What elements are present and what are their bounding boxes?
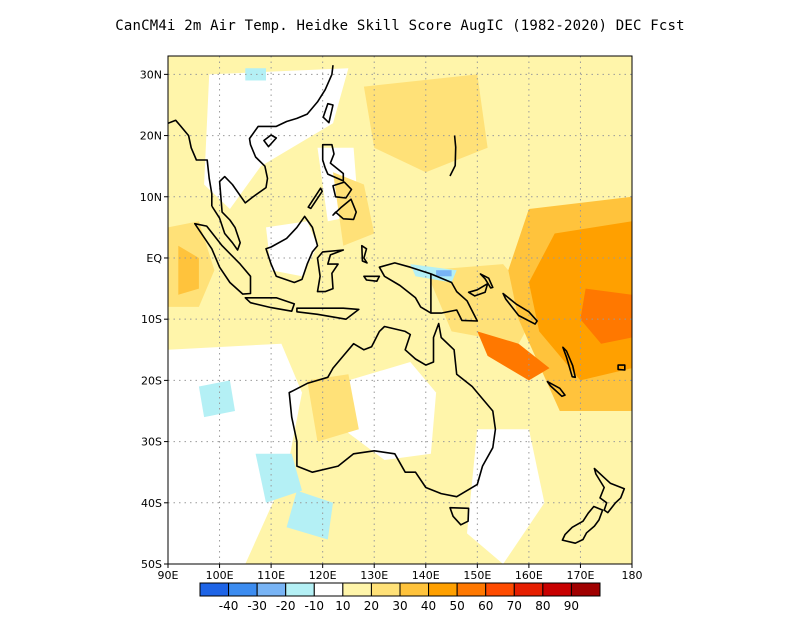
- region-cyan-patch-1: [255, 453, 302, 503]
- lon-tick-label: 100E: [206, 569, 234, 582]
- region-sumatra-orange: [178, 245, 199, 295]
- map-frame: [167, 55, 633, 565]
- coastline-new-caledonia: [546, 380, 566, 398]
- colorbar-swatch: [456, 582, 487, 597]
- coastline-malay-indochina: [211, 65, 334, 251]
- lat-tick-label: 30S: [141, 436, 162, 449]
- region-blue-patch: [436, 270, 452, 277]
- coastline-visayas: [332, 181, 353, 199]
- colorbar-label: -20: [276, 599, 296, 613]
- colorbar-swatch: [513, 582, 544, 597]
- coastline-new-ireland: [479, 273, 494, 289]
- colorbar-label: -40: [219, 599, 239, 613]
- colorbar-swatch: [285, 582, 315, 597]
- coastlines: [168, 65, 626, 545]
- colorbar-swatch: [342, 582, 372, 597]
- coastline-borneo: [265, 215, 319, 284]
- colorbar: -40 -30 -20 -10 10 20 30 40 50 60 70 80 90: [199, 582, 601, 613]
- colorbar-swatch: [399, 582, 430, 597]
- coastline-lesser-sunda: [296, 307, 360, 321]
- colorbar-swatch: [570, 582, 601, 597]
- lon-tick-label: 120E: [309, 569, 337, 582]
- colorbar-label: 80: [535, 599, 550, 613]
- colorbar-swatch: [542, 582, 572, 597]
- region-png-orange: [425, 264, 540, 344]
- region-australia-interior-white: [343, 362, 437, 460]
- map-title: CanCM4i 2m Air Temp. Heidke Skill Score …: [115, 18, 685, 34]
- region-cyan-patch-3: [410, 264, 457, 283]
- coastline-luzon: [321, 143, 345, 182]
- colorbar-label: 10: [335, 599, 350, 613]
- colorbar-label: 20: [364, 599, 379, 613]
- lon-tick-label: 180: [622, 569, 643, 582]
- lon-tick-label: 130E: [360, 569, 388, 582]
- region-borneo-white: [266, 221, 318, 277]
- lat-tick-label: 20N: [140, 130, 162, 143]
- lat-tick-label: 40S: [141, 497, 162, 510]
- colorbar-swatch: [313, 582, 344, 597]
- colorbar-label: 30: [392, 599, 407, 613]
- region-west-australia-orange: [307, 374, 359, 442]
- region-cyan-patch-4: [198, 380, 235, 418]
- coastline-sumatra: [194, 222, 252, 295]
- colorbar-swatch: [428, 582, 458, 597]
- colorbar-label: 40: [421, 599, 436, 613]
- lat-tick-label: 10S: [141, 313, 162, 326]
- region-coral-sea-core: [477, 331, 550, 381]
- lat-tick-label: 10N: [140, 191, 162, 204]
- colorbar-label: 70: [507, 599, 522, 613]
- coastline-solomon-islands: [502, 292, 538, 325]
- skill-score-field: [168, 56, 632, 564]
- lon-tick-label: 140E: [412, 569, 440, 582]
- colorbar-label: -10: [304, 599, 324, 613]
- coastline-new-guinea: [378, 262, 479, 322]
- coastline-mindanao: [332, 198, 358, 221]
- lon-tick-label: 160E: [515, 569, 543, 582]
- colorbar-swatch: [199, 582, 230, 597]
- region-south-china-sea-orange: [333, 172, 375, 246]
- lat-tick-label: EQ: [146, 252, 162, 265]
- region-tasman-white: [467, 429, 545, 564]
- coastline-tasmania: [449, 506, 470, 526]
- coastline-micronesia-dots: [449, 135, 457, 177]
- coastline-taiwan: [322, 102, 334, 124]
- lat-tick-label: 30N: [140, 68, 162, 81]
- lon-tick-label: 170E: [566, 569, 594, 582]
- region-east-pacific-core: [580, 288, 632, 344]
- coastline-australia: [288, 322, 497, 498]
- lat-tick-label: 50S: [141, 558, 162, 571]
- coastline-palawan: [307, 187, 324, 210]
- colorbar-swatch: [228, 582, 258, 597]
- coastline-nz-north: [593, 467, 626, 514]
- lon-tick-label: 150E: [463, 569, 491, 582]
- coastline-halmahera: [360, 244, 368, 264]
- colorbar-swatch: [256, 582, 287, 597]
- lon-tick-label: 90E: [158, 569, 179, 582]
- coastline-nz-south: [561, 505, 604, 545]
- colorbar-swatch: [370, 582, 401, 597]
- colorbar-swatch: [485, 582, 515, 597]
- colorbar-label: -30: [247, 599, 267, 613]
- region-cyan-patch-5: [245, 68, 266, 81]
- region-cyan-patch-2: [286, 490, 333, 540]
- lon-tick-label: 110E: [257, 569, 285, 582]
- lat-tick-label: 20S: [141, 374, 162, 387]
- colorbar-label: 50: [450, 599, 465, 613]
- colorbar-label: 60: [478, 599, 493, 613]
- coastline-seram: [363, 275, 381, 283]
- coastline-java: [244, 296, 296, 313]
- coastline-sulawesi: [316, 249, 345, 293]
- coastline-myanmar-coast: [168, 119, 213, 206]
- coastline-new-britain: [467, 282, 489, 297]
- coastline-vanuatu: [562, 346, 577, 379]
- colorbar-label: 90: [564, 599, 579, 613]
- coastline-hainan: [263, 134, 278, 148]
- coastline-fiji: [617, 364, 626, 371]
